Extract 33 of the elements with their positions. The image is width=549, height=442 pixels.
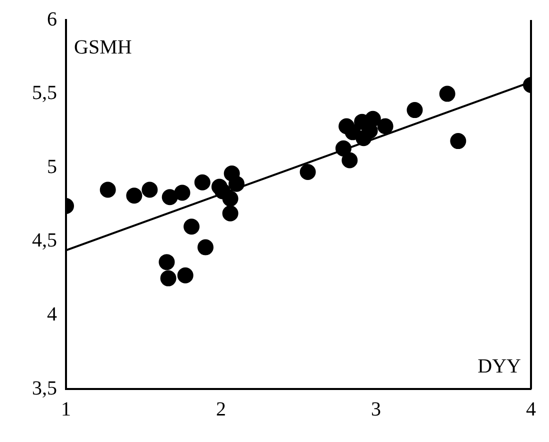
point: [198, 239, 214, 256]
point: [439, 86, 456, 102]
x-tick-label: 1: [61, 398, 71, 420]
point: [450, 133, 466, 150]
x-tick-label: 3: [371, 398, 381, 420]
point: [335, 140, 352, 156]
point: [222, 205, 238, 222]
x-axis-title: DYY: [478, 355, 521, 378]
point: [142, 182, 158, 198]
point: [194, 174, 210, 190]
y-tick-label: 4,5: [32, 230, 57, 252]
point: [126, 188, 142, 204]
point: [377, 118, 394, 134]
point: [162, 189, 178, 206]
y-axis-title: GSMH: [74, 36, 132, 58]
point: [177, 267, 194, 284]
point: [406, 102, 423, 118]
point: [300, 164, 316, 180]
point: [222, 190, 238, 207]
x-tick-label: 2: [216, 398, 226, 420]
x-tick-label: 4: [526, 398, 536, 420]
y-tick-label: 5,5: [32, 82, 57, 104]
point: [174, 184, 190, 201]
point: [184, 218, 200, 235]
point: [228, 176, 244, 192]
y-tick-label: 3,5: [32, 377, 57, 400]
point: [342, 152, 358, 168]
point: [158, 254, 175, 270]
point: [100, 182, 116, 198]
y-tick-label: 6: [47, 8, 57, 30]
y-tick-label: 4: [47, 303, 57, 326]
point: [160, 270, 176, 286]
y-tick-label: 5: [47, 156, 57, 178]
